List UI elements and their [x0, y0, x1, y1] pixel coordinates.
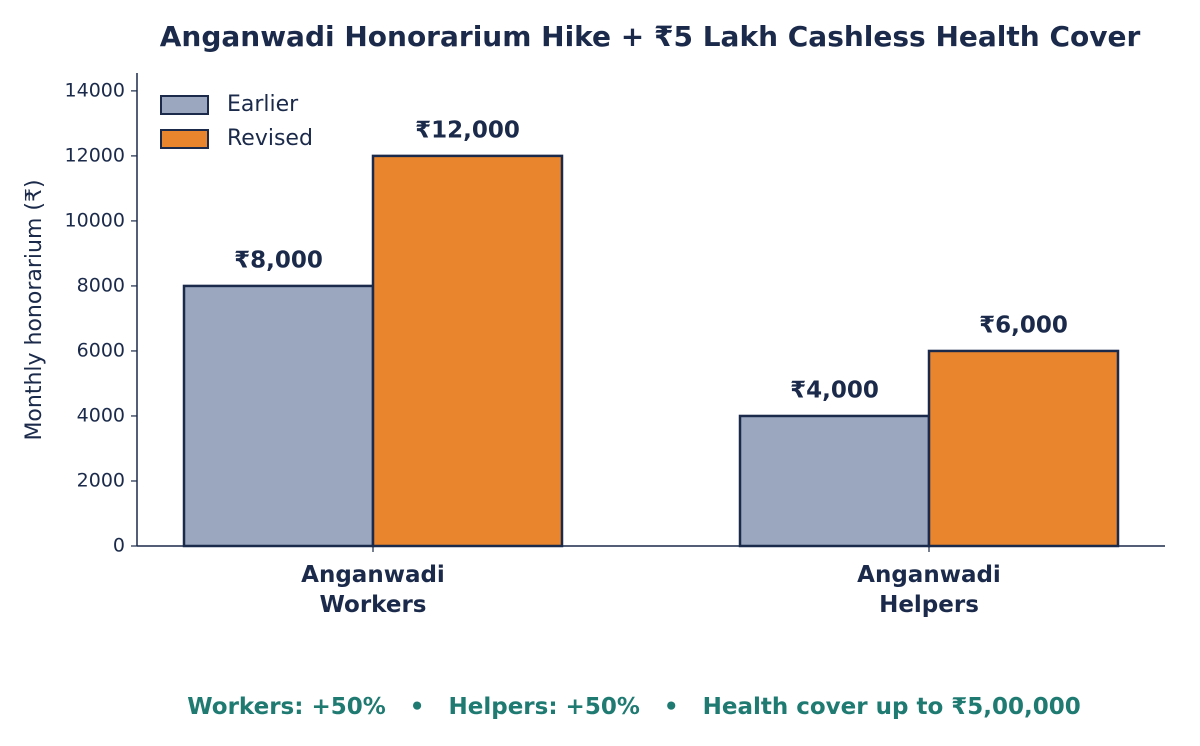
bar: [371, 154, 564, 548]
y-tick-label: 12000: [65, 144, 125, 166]
y-tick-label: 4000: [77, 404, 125, 426]
legend-label: Earlier: [227, 92, 299, 117]
y-tick-label: 14000: [65, 79, 125, 101]
chart-title: Anganwadi Honorarium Hike + ₹5 Lakh Cash…: [160, 20, 1141, 53]
bar: [738, 414, 931, 548]
value-label: ₹6,000: [979, 312, 1068, 338]
y-tick-label: 10000: [65, 209, 125, 231]
y-axis-label: Monthly honorarium (₹): [22, 179, 47, 440]
legend-swatch: [160, 95, 209, 115]
y-tick-label: 2000: [77, 469, 125, 491]
annotation: Workers: +50% • Helpers: +50% • Health c…: [187, 694, 1081, 720]
y-tick-label: 8000: [77, 274, 125, 296]
value-label: ₹8,000: [234, 247, 323, 273]
bar: [927, 349, 1120, 548]
bar: [182, 284, 375, 548]
x-tick-label: Anganwadi Workers: [301, 562, 445, 618]
legend-label: Revised: [227, 126, 313, 151]
y-tick-label: 0: [113, 535, 125, 557]
y-tick-label: 6000: [77, 339, 125, 361]
value-label: ₹4,000: [790, 377, 879, 403]
value-label: ₹12,000: [415, 117, 520, 143]
legend-swatch: [160, 129, 209, 149]
x-tick-label: Anganwadi Helpers: [857, 562, 1001, 618]
